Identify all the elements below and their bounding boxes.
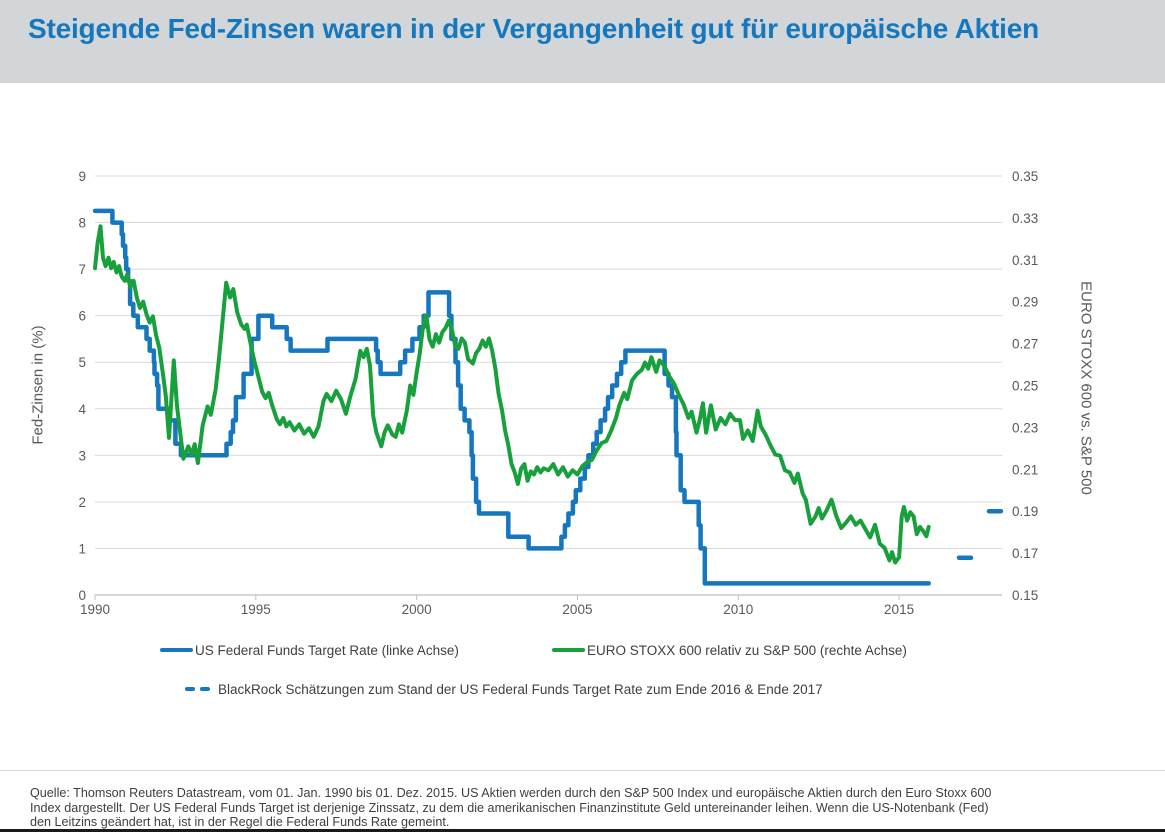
legend-item-stoxx-ratio: EURO STOXX 600 relativ zu S&P 500 (recht… [552,641,907,659]
legend-label-blackrock-estimate: BlackRock Schätzungen zum Stand der US F… [218,681,823,697]
source-note: Quelle: Thomson Reuters Datastream, vom … [30,786,1140,830]
stoxx-ratio-legend-key-icon [552,647,585,653]
fed-rate-line [92,208,931,586]
estimate-legend-dash-icon [200,686,210,692]
y-left-tick-label: 1 [78,541,86,556]
y-right-tick-label: 0.15 [1012,588,1038,603]
y-right-tick-label: 0.17 [1012,546,1038,561]
source-note-line: Index dargestellt. Der US Federal Funds … [30,800,989,815]
y-axis-right-title: EURO STOXX 600 vs. S&P 500 [1077,281,1095,495]
y-right-tick-label: 0.23 [1012,420,1038,435]
y-left-tick-label: 9 [78,169,86,184]
y-right-tick-label: 0.29 [1012,295,1038,310]
x-tick-label: 2015 [884,602,914,617]
legend-label-stoxx-ratio: EURO STOXX 600 relativ zu S&P 500 (recht… [587,642,907,658]
x-tick-label: 2000 [402,602,432,617]
legend-label-fed-rate: US Federal Funds Target Rate (linke Achs… [195,642,459,658]
y-left-tick-label: 3 [78,448,86,463]
y-right-tick-label: 0.27 [1012,337,1038,352]
y-right-tick-label: 0.19 [1012,504,1038,519]
y-left-tick-label: 0 [78,588,86,603]
y-right-tick-label: 0.25 [1012,379,1038,394]
estimate-legend-dash-icon [185,686,195,692]
y-left-tick-label: 7 [78,262,86,277]
bottom-rule [0,829,1165,832]
x-tick-label: 2010 [723,602,753,617]
legend-item-blackrock-estimate: BlackRock Schätzungen zum Stand der US F… [185,680,823,698]
x-tick-label: 2005 [562,602,592,617]
x-tick-label: 1990 [80,602,110,617]
header-band: Steigende Fed-Zinsen waren in der Vergan… [0,0,1165,83]
legend-item-fed-rate: US Federal Funds Target Rate (linke Achs… [160,641,459,659]
y-right-tick-label: 0.21 [1012,462,1038,477]
y-left-tick-label: 6 [78,309,86,324]
stoxx-ratio-line [93,224,931,565]
fed-rate-legend-key-icon [160,647,193,653]
source-note-line: Quelle: Thomson Reuters Datastream, vom … [30,786,992,800]
y-left-tick-label: 8 [78,216,86,231]
footer-divider [0,770,1165,771]
y-left-tick-label: 2 [78,495,86,510]
source-note-line: den Leitzins geändert hat, ist in der Re… [30,815,450,830]
y-left-tick-label: 4 [78,402,86,417]
y-right-tick-label: 0.35 [1012,169,1038,184]
y-right-tick-label: 0.33 [1012,211,1038,226]
y-left-tick-label: 5 [78,355,86,370]
page-title: Steigende Fed-Zinsen waren in der Vergan… [28,13,1040,44]
y-axis-left-title: Fed-Zinsen in (%) [29,325,47,445]
x-tick-label: 1995 [241,602,271,617]
y-right-tick-label: 0.31 [1012,253,1038,268]
